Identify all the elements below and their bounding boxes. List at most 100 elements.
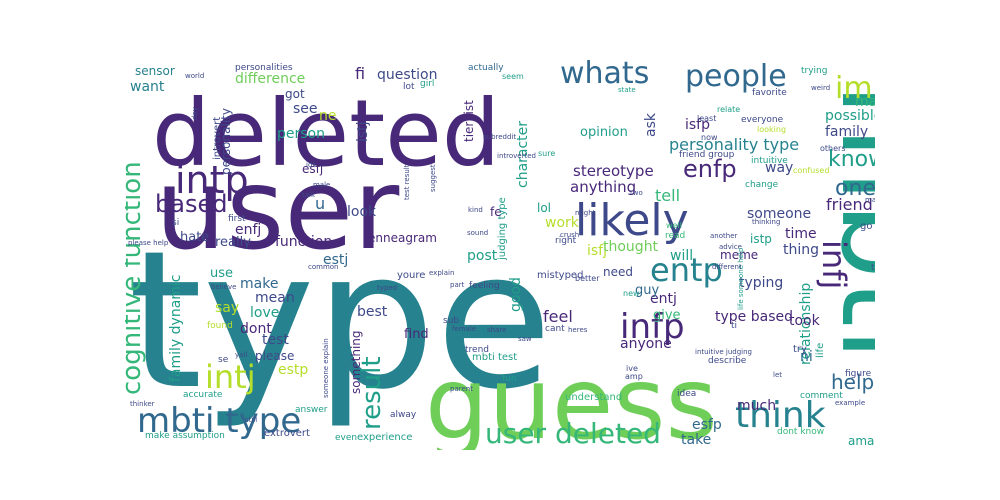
- word-character: character: [515, 121, 531, 188]
- word-likely: likely: [575, 195, 689, 246]
- word-type-large: type: [128, 210, 552, 431]
- word-now: now: [701, 133, 718, 142]
- word-comment: comment: [800, 391, 843, 401]
- word-mad: mad: [865, 196, 875, 204]
- word-intuitive-judging: intuitive judging: [695, 348, 752, 356]
- word-make: make: [240, 276, 278, 292]
- word-found: found: [207, 321, 233, 331]
- word-kind: kind: [468, 206, 483, 214]
- word-change: change: [745, 180, 779, 190]
- word-accurate: accurate: [183, 390, 223, 400]
- word-state: state: [618, 86, 636, 94]
- word-first: first: [228, 214, 246, 224]
- word-trend: trend: [465, 345, 489, 355]
- word-advice: advice: [719, 243, 742, 251]
- word-type-based: type based: [715, 309, 793, 325]
- word-thing: thing: [783, 242, 819, 258]
- word-result: result: [357, 356, 387, 430]
- word-se: se: [218, 355, 229, 365]
- word-typed: typed: [377, 284, 397, 292]
- word-user-large: user: [155, 145, 400, 275]
- word-intp: intp: [175, 158, 249, 202]
- word-female: female: [452, 325, 476, 333]
- word-youre: youre: [397, 270, 425, 281]
- word-sound: sound: [467, 229, 488, 237]
- word-best: best: [357, 304, 388, 320]
- word-judging-type: judging type: [497, 197, 508, 261]
- word-confused: confused: [793, 166, 829, 175]
- word-friend: friend: [826, 195, 873, 214]
- word-ama: ama: [848, 434, 874, 448]
- word-someone-explain: someone explain: [322, 338, 330, 398]
- word-hate: hate: [180, 230, 209, 245]
- word-got: got: [285, 87, 305, 101]
- word-guy: guy: [635, 283, 659, 298]
- word-isfp: isfp: [685, 117, 710, 133]
- word-u: u: [315, 194, 325, 213]
- word-another: another: [710, 232, 737, 240]
- word-right: right: [555, 236, 577, 246]
- word-try: try: [793, 344, 807, 355]
- word-think: think: [735, 395, 826, 436]
- word-saw: saw: [518, 335, 532, 343]
- word-lot: lot: [403, 82, 415, 92]
- word-family: family: [825, 124, 868, 140]
- word-trying: trying: [801, 66, 827, 76]
- word-believe: believe: [211, 283, 236, 291]
- word-answer: answer: [295, 405, 328, 415]
- word-part: part: [450, 281, 465, 289]
- word-use: use: [210, 266, 233, 281]
- word-life-someone-help: life someone help: [737, 247, 745, 310]
- word-one: one: [835, 176, 875, 201]
- word-life: life: [815, 343, 826, 358]
- word-tier-list: tier list: [462, 100, 476, 142]
- word-cant: cant: [545, 324, 565, 334]
- word-thinking: thinking: [752, 218, 780, 226]
- word-mean: mean: [255, 290, 295, 306]
- word-fe: fe: [490, 205, 502, 219]
- word-dont-know: dont know: [777, 427, 824, 437]
- word-will: will: [670, 248, 693, 264]
- word-actually: actually: [468, 63, 504, 73]
- word-anyone: anyone: [620, 336, 672, 352]
- word-well: well: [666, 221, 682, 230]
- word-test: test: [262, 332, 289, 348]
- word-lol: lol: [537, 201, 551, 215]
- word-user-deleted: user deleted: [485, 417, 661, 450]
- word-let: let: [773, 371, 782, 379]
- word-took: took: [789, 313, 821, 329]
- word-enfj: enfj: [235, 222, 261, 238]
- word-cloud: type user deleted mbti guess likely intp whats p…: [117, 50, 956, 462]
- word-please: please: [255, 349, 294, 363]
- word-esfj: esfj: [302, 162, 323, 176]
- word-better: better: [575, 274, 600, 283]
- word-day: day: [191, 107, 199, 120]
- word-entp: entp: [650, 251, 723, 289]
- word-yall: yall: [235, 351, 247, 359]
- word-extrovert: extrovert: [264, 428, 310, 439]
- word-entj: entj: [650, 291, 677, 307]
- word-find: find: [404, 327, 429, 342]
- word-see: see: [293, 101, 318, 117]
- word-test-result: test result: [403, 164, 411, 200]
- word-fun: fun: [502, 374, 517, 384]
- word-still: still: [245, 416, 257, 424]
- word-even: even: [335, 433, 357, 443]
- word-person: person: [277, 126, 325, 142]
- word-people: people: [685, 59, 787, 94]
- word-looking: looking: [757, 125, 786, 134]
- word-please-help: please help: [128, 239, 169, 247]
- word-cognitive-function: cognitive function: [125, 161, 147, 395]
- word-infp: infp: [620, 307, 685, 347]
- word-two: two: [630, 189, 643, 197]
- word-guess: guess: [425, 345, 718, 450]
- word-relate: relate: [717, 105, 740, 114]
- word-based: based: [155, 190, 227, 218]
- word-question: question: [377, 67, 437, 83]
- word-ni: ni: [800, 349, 813, 365]
- word-favorite: favorite: [752, 88, 787, 98]
- word-common: common: [308, 263, 339, 271]
- word-ne: ne: [319, 108, 337, 124]
- word-family-dynamic: family dynamic: [168, 274, 184, 382]
- word-stereotype: stereotype: [573, 162, 654, 180]
